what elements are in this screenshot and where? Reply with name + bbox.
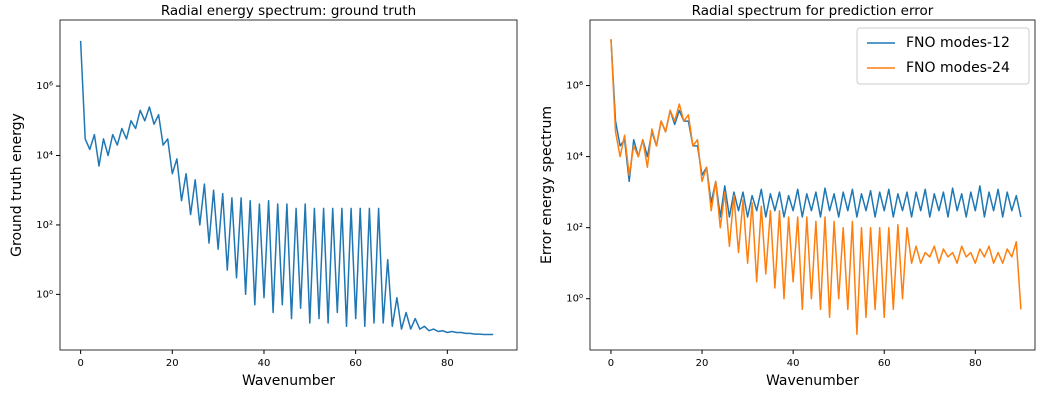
x-axis-label: Wavenumber bbox=[242, 373, 335, 389]
x-tick-label: 0 bbox=[608, 358, 614, 369]
y-tick-label: 10⁶ bbox=[36, 81, 53, 92]
axes-frame bbox=[589, 19, 1036, 351]
spectrum-line bbox=[79, 40, 494, 336]
x-tick-label: 80 bbox=[441, 358, 454, 369]
axes-frame bbox=[59, 19, 518, 351]
y-tick-label: 10⁰ bbox=[36, 289, 53, 300]
x-tick-label: 20 bbox=[696, 358, 709, 369]
y-tick-label: 10⁴ bbox=[36, 151, 53, 162]
x-tick-label: 40 bbox=[787, 358, 800, 369]
y-tick-label: 10⁶ bbox=[566, 81, 583, 92]
y-tick-label: 10⁰ bbox=[566, 294, 583, 305]
y-tick-label: 10² bbox=[566, 223, 583, 234]
legend-label: FNO modes-12 bbox=[906, 35, 1010, 51]
y-tick-label: 10⁴ bbox=[566, 152, 583, 163]
y-tick-label: 10² bbox=[36, 220, 53, 231]
x-tick-label: 20 bbox=[166, 358, 179, 369]
spectrum-line bbox=[610, 39, 1022, 218]
y-axis-label: Error energy spectrum bbox=[539, 106, 555, 264]
spectrum-line bbox=[610, 39, 1022, 335]
x-tick-label: 40 bbox=[258, 358, 271, 369]
chart-title: Radial energy spectrum: ground truth bbox=[161, 3, 416, 19]
x-axis-label: Wavenumber bbox=[766, 373, 859, 389]
x-tick-label: 80 bbox=[969, 358, 982, 369]
chart-title: Radial spectrum for prediction error bbox=[692, 3, 934, 19]
legend-label: FNO modes-24 bbox=[906, 60, 1010, 76]
x-tick-label: 60 bbox=[349, 358, 362, 369]
legend-box bbox=[856, 27, 1030, 85]
x-tick-label: 60 bbox=[878, 358, 891, 369]
y-axis-label: Ground truth energy bbox=[9, 113, 25, 257]
x-tick-label: 0 bbox=[77, 358, 83, 369]
